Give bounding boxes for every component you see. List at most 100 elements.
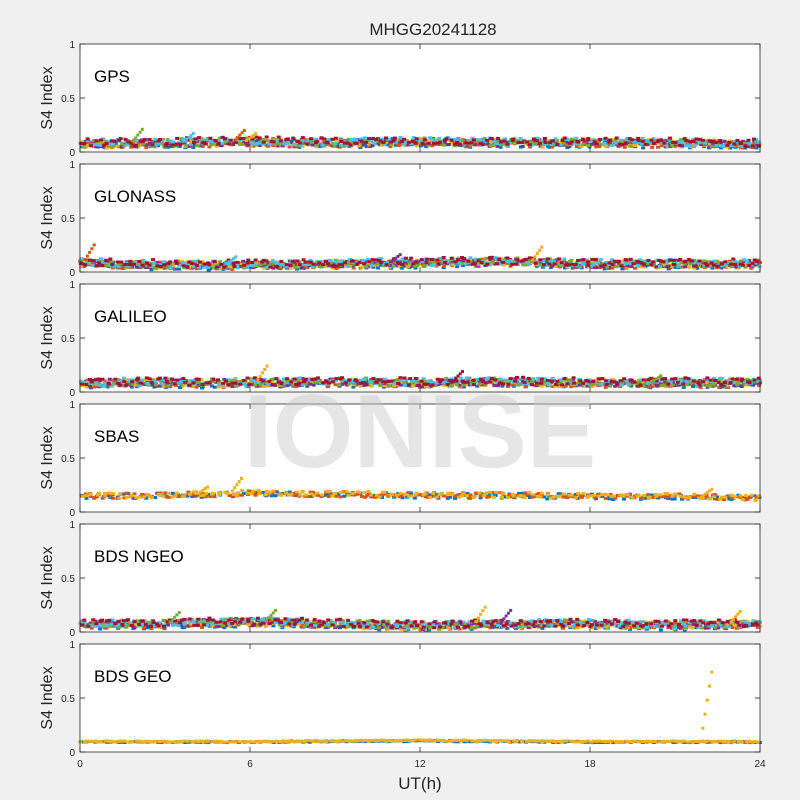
data-point: [240, 488, 245, 492]
data-point: [496, 384, 501, 388]
scatter-points: [78, 127, 762, 150]
data-point: [610, 261, 615, 265]
data-point: [564, 261, 569, 265]
data-point: [364, 140, 369, 144]
data-point: [358, 146, 363, 150]
data-point: [290, 261, 294, 265]
data-point: [219, 144, 224, 148]
data-point: [91, 259, 96, 263]
data-point: [171, 263, 176, 267]
peak-point: [240, 477, 243, 480]
data-point: [189, 142, 193, 146]
data-point: [574, 145, 579, 149]
data-point: [467, 383, 472, 387]
data-point: [345, 143, 350, 147]
data-point: [673, 265, 678, 269]
data-point: [208, 140, 213, 143]
data-point: [389, 143, 394, 147]
data-point: [243, 621, 248, 625]
data-point: [597, 138, 602, 141]
data-point: [413, 141, 418, 145]
data-point: [720, 262, 724, 266]
data-point: [688, 140, 693, 144]
data-point: [545, 493, 550, 496]
data-point: [100, 264, 105, 268]
data-point: [600, 377, 605, 381]
data-point: [739, 146, 743, 150]
data-point: [478, 138, 483, 142]
panel-label: GPS: [94, 67, 130, 86]
data-point: [203, 487, 207, 491]
data-point: [347, 264, 352, 268]
data-point: [633, 266, 638, 270]
data-point: [396, 255, 400, 258]
data-point: [588, 383, 593, 387]
data-point: [519, 259, 524, 263]
data-point: [687, 381, 691, 385]
data-point: [252, 376, 257, 380]
data-point: [303, 493, 308, 497]
data-point: [632, 494, 637, 498]
data-point: [410, 264, 415, 268]
data-point: [189, 134, 193, 137]
data-point: [280, 263, 285, 267]
data-point: [357, 144, 361, 148]
data-point: [115, 260, 120, 264]
data-point: [196, 384, 201, 387]
data-point: [377, 257, 381, 261]
data-point: [457, 495, 462, 499]
data-point: [217, 491, 222, 495]
data-point: [323, 493, 328, 497]
data-point: [554, 265, 559, 269]
data-point: [612, 259, 617, 263]
data-point: [324, 489, 329, 493]
data-point: [463, 378, 468, 382]
data-point: [358, 381, 363, 385]
data-point: [231, 494, 236, 498]
data-point: [333, 136, 338, 140]
data-point: [441, 380, 446, 384]
data-point: [119, 260, 124, 264]
data-point: [535, 263, 540, 267]
data-point: [200, 260, 205, 264]
data-point: [686, 377, 691, 381]
data-point: [197, 144, 202, 148]
data-point: [630, 138, 635, 142]
data-point: [679, 378, 684, 382]
data-point: [636, 139, 641, 143]
data-point: [273, 260, 278, 264]
data-point: [94, 139, 99, 143]
data-point: [245, 376, 250, 380]
data-point: [743, 146, 748, 150]
data-point: [672, 258, 676, 262]
data-point: [646, 258, 651, 262]
data-point: [752, 494, 757, 498]
data-point: [271, 383, 275, 387]
data-point: [271, 377, 276, 381]
data-point: [658, 261, 663, 265]
data-point: [133, 143, 138, 147]
data-point: [607, 497, 612, 501]
data-point: [733, 262, 738, 266]
data-point: [465, 141, 470, 145]
data-point: [692, 266, 697, 270]
data-point: [557, 257, 562, 261]
data-point: [427, 380, 432, 384]
data-point: [120, 142, 125, 146]
data-point: [117, 496, 122, 500]
data-point: [168, 263, 173, 267]
data-point: [652, 378, 656, 382]
data-point: [378, 263, 383, 267]
data-point: [604, 144, 609, 148]
data-point: [425, 495, 430, 499]
data-point: [540, 626, 545, 630]
data-point: [641, 378, 646, 382]
data-point: [757, 144, 761, 148]
data-point: [182, 141, 187, 145]
data-point: [423, 492, 428, 496]
data-point: [508, 377, 513, 381]
data-point: [729, 262, 734, 266]
data-point: [333, 491, 338, 495]
y-tick-label: 1: [69, 280, 75, 291]
data-point: [285, 377, 289, 381]
